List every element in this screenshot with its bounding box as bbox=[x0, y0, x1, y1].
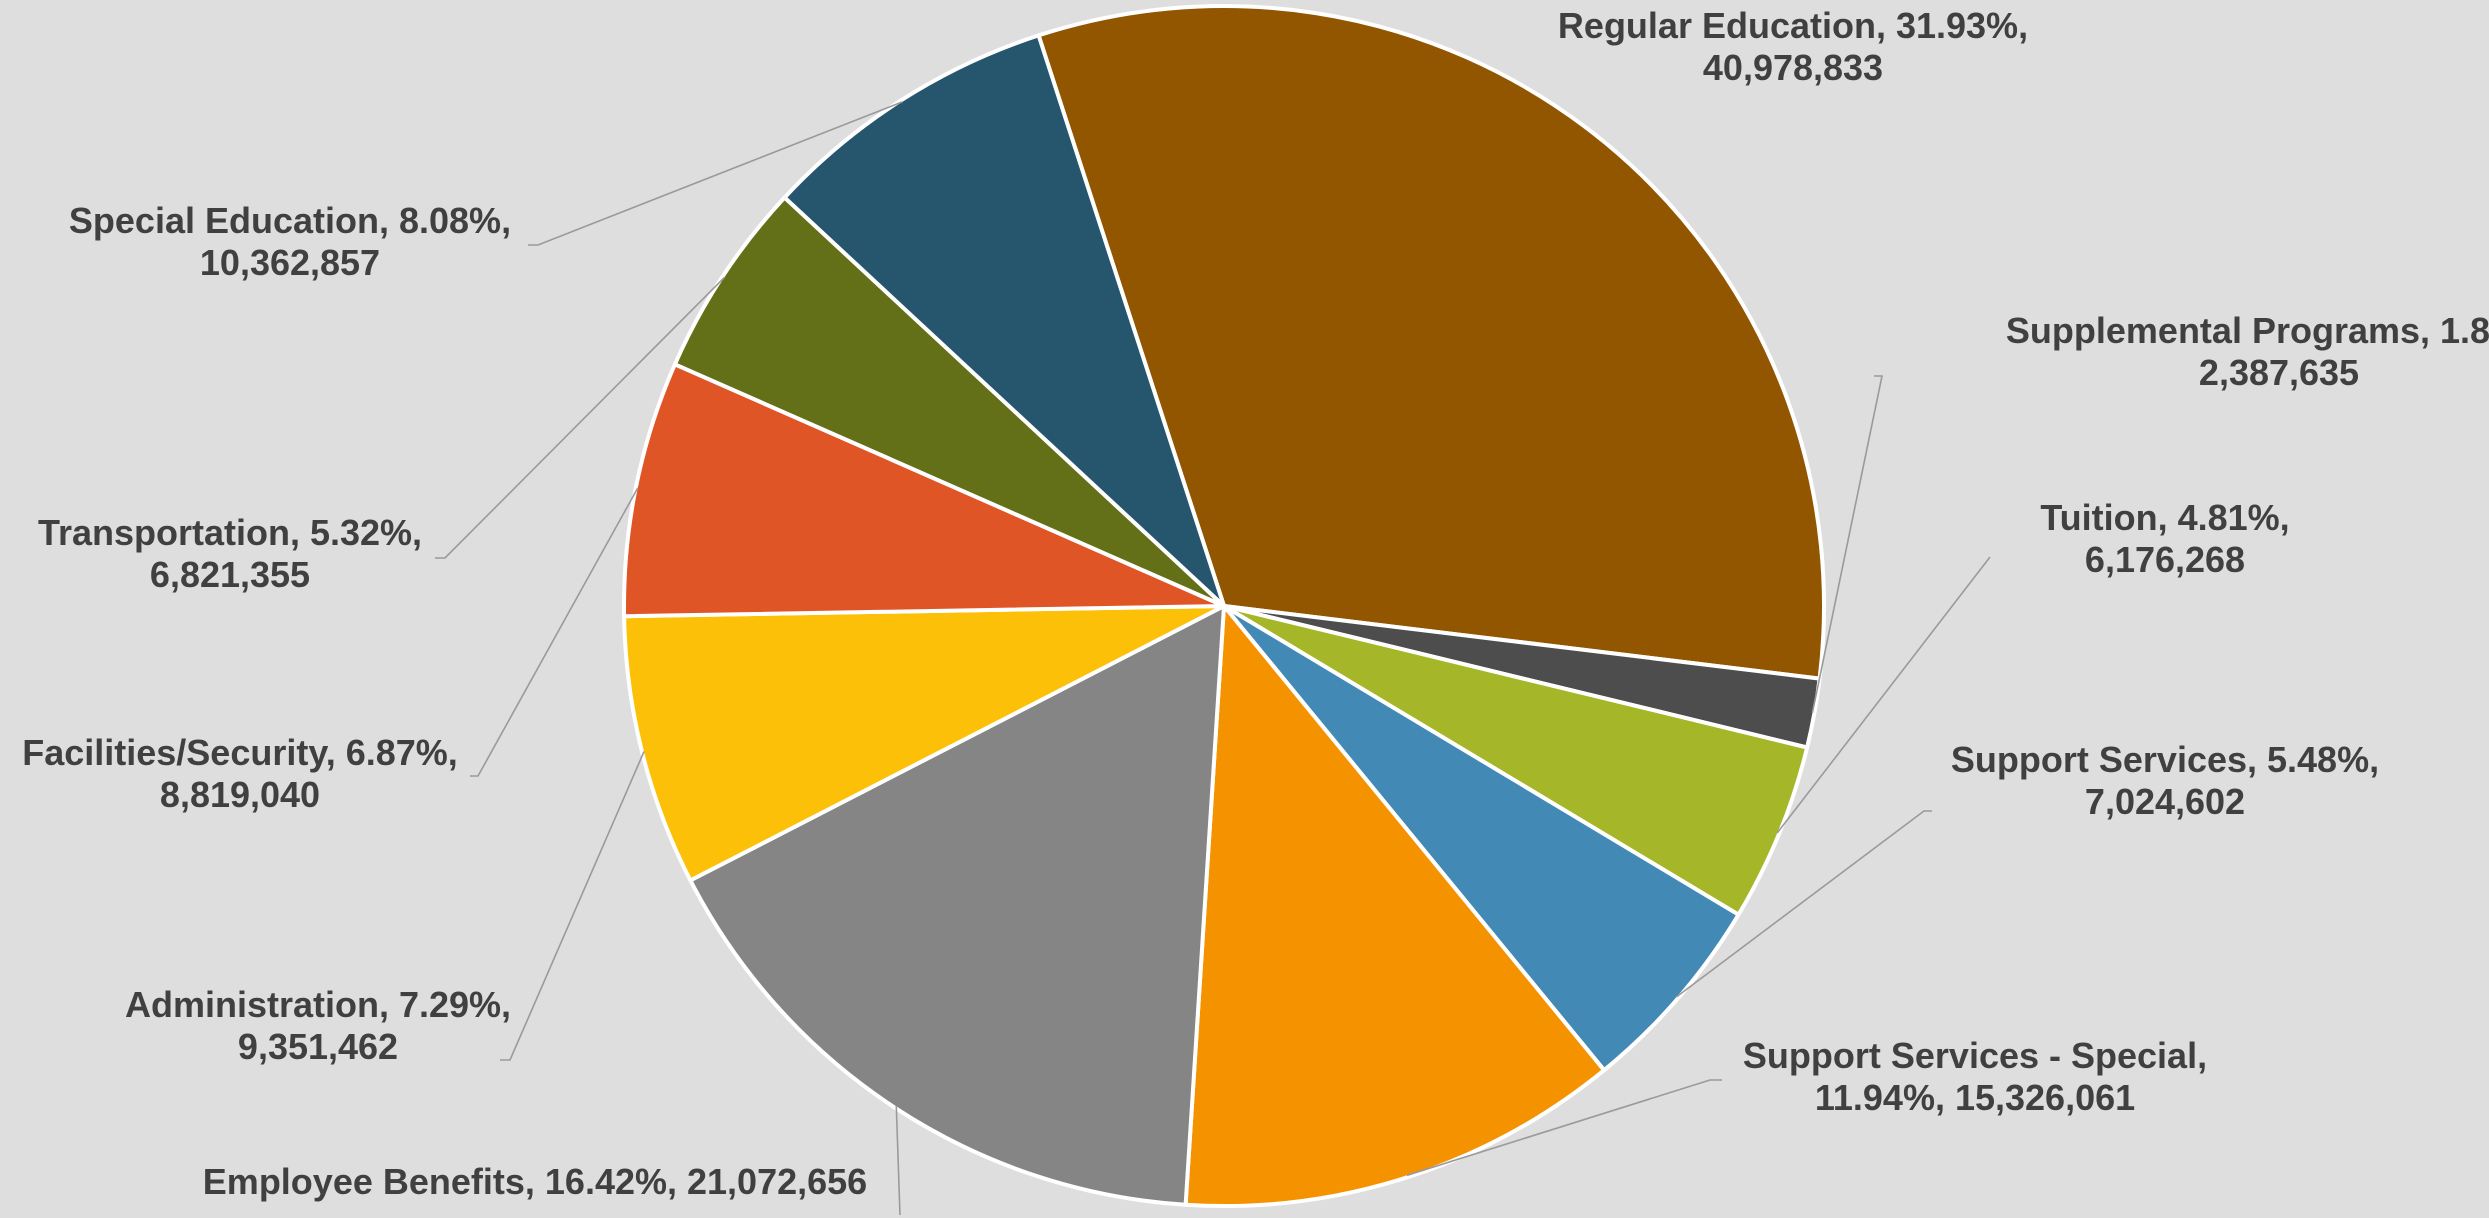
leader-line-facilities-security bbox=[470, 487, 639, 777]
pie-slices bbox=[622, 4, 1826, 1209]
data-label-line: 6,821,355 bbox=[150, 554, 310, 595]
leader-line-administration bbox=[500, 751, 645, 1061]
data-label-special-education: Special Education, 8.08%, 10,362,857 bbox=[69, 200, 511, 283]
leader-line-support-services-special bbox=[1406, 1079, 1722, 1177]
data-label-line: Employee Benefits, 16.42%, 21,072,656 bbox=[203, 1161, 867, 1202]
data-label-support-services-special: Support Services - Special, 11.94%, 15,32… bbox=[1743, 1035, 2207, 1118]
data-label-tuition: Tuition, 4.81%, 6,176,268 bbox=[2040, 497, 2289, 580]
data-label-administration: Administration, 7.29%, 9,351,462 bbox=[125, 984, 511, 1067]
data-label-line: 40,978,833 bbox=[1703, 47, 1883, 88]
data-label-facilities-security: Facilities/Security, 6.87%, 8,819,040 bbox=[22, 732, 458, 815]
data-label-line: 11.94%, 15,326,061 bbox=[1815, 1077, 2135, 1118]
leader-lines bbox=[435, 101, 1991, 1216]
pie-slice-special-education bbox=[782, 33, 1226, 608]
leader-line-support-services bbox=[1676, 810, 1932, 998]
data-label-line: Supplemental Programs, 1.86%, bbox=[2006, 310, 2489, 351]
data-label-regular-education: Regular Education, 31.93%, 40,978,833 bbox=[1558, 5, 2028, 88]
data-label-line: Tuition, 4.81%, bbox=[2040, 497, 2289, 538]
data-label-employee-benefits: Employee Benefits, 16.42%, 21,072,656 bbox=[203, 1161, 867, 1202]
leader-line-employee-benefits bbox=[895, 1106, 901, 1216]
data-label-line: Regular Education, 31.93%, bbox=[1558, 5, 2028, 46]
leader-line-transportation bbox=[435, 276, 725, 559]
data-label-supplemental-programs: Supplemental Programs, 1.86%,2,387,635 bbox=[2006, 310, 2489, 393]
data-label-line: Transportation, 5.32%, bbox=[38, 512, 422, 553]
pie-slice-support-services-special bbox=[1183, 604, 1607, 1209]
pie-slice-facilities-security bbox=[622, 362, 1226, 619]
data-label-support-services: Support Services, 5.48%, 7,024,602 bbox=[1951, 739, 2379, 822]
pie-slice-tuition bbox=[1222, 604, 1810, 917]
data-label-line: 8,819,040 bbox=[160, 774, 320, 815]
leader-line-supplemental-programs bbox=[1811, 375, 1883, 714]
pie-slice-employee-benefits bbox=[688, 604, 1226, 1207]
data-label-line: 2,387,635 bbox=[2199, 352, 2359, 393]
data-label-line: 6,176,268 bbox=[2085, 539, 2245, 580]
data-label-line: Administration, 7.29%, bbox=[125, 984, 511, 1025]
data-labels: Regular Education, 31.93%, 40,978,833 Supp… bbox=[22, 5, 2489, 1202]
pie-slice-transportation bbox=[672, 195, 1226, 608]
data-label-line: 10,362,857 bbox=[200, 242, 380, 283]
pie-slice-regular-education bbox=[1036, 4, 1826, 681]
data-label-transportation: Transportation, 5.32%, 6,821,355 bbox=[38, 512, 422, 595]
data-label-line: 7,024,602 bbox=[2085, 781, 2245, 822]
data-label-line: Special Education, 8.08%, bbox=[69, 200, 511, 241]
data-label-line: 9,351,462 bbox=[238, 1026, 398, 1067]
leader-line-special-education bbox=[528, 101, 903, 246]
leader-line-tuition bbox=[1776, 556, 1991, 834]
data-label-line: Facilities/Security, 6.87%, bbox=[22, 732, 458, 773]
pie-slice-support-services bbox=[1222, 604, 1741, 1073]
data-label-line: Support Services, 5.48%, bbox=[1951, 739, 2379, 780]
data-label-line: Support Services - Special, bbox=[1743, 1035, 2207, 1076]
pie-slice-administration bbox=[622, 604, 1226, 883]
